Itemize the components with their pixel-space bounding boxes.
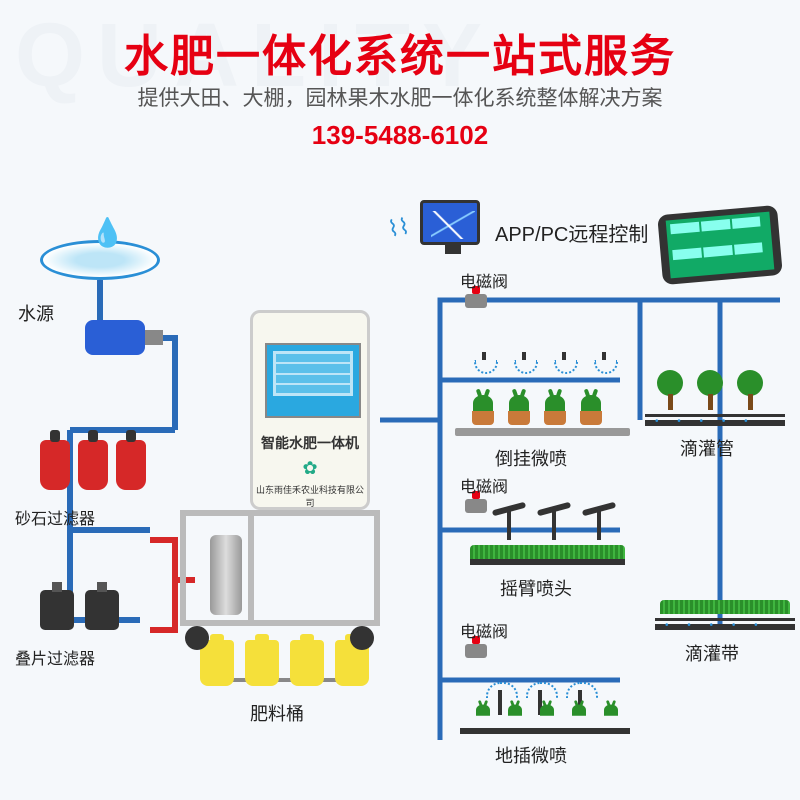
fertilizer-bucket-icon xyxy=(200,640,234,686)
remote-control-label: APP/PC远程控制 xyxy=(495,218,648,247)
valve-label-2: 电磁阀 xyxy=(460,473,508,497)
solenoid-valve-icon xyxy=(465,290,487,312)
plant-shelf xyxy=(455,428,630,436)
hang-spray-icon xyxy=(556,352,572,372)
caster-wheel-icon xyxy=(185,626,209,650)
potted-plants-row xyxy=(470,395,604,425)
sand-filter-icon xyxy=(40,440,70,490)
vertical-pump-icon xyxy=(210,535,242,615)
solenoid-valve-icon xyxy=(465,495,487,517)
main-title: 水肥一体化系统一站式服务 xyxy=(0,20,800,84)
tree-row xyxy=(655,370,765,410)
mobile-phone-icon xyxy=(657,205,783,285)
fertilizer-bucket-icon xyxy=(245,640,279,686)
wifi-icon: ⌇⌇ xyxy=(386,213,412,242)
pump-motor-icon xyxy=(85,320,145,355)
swing-sprinkler-icon xyxy=(590,510,608,540)
hang-spray-icon xyxy=(516,352,532,372)
grass-strip xyxy=(470,545,625,559)
valve-label-1: 电磁阀 xyxy=(460,268,508,292)
sand-filter-icon xyxy=(78,440,108,490)
fertigation-machine: 智能水肥一体机 ✿ 山东雨佳禾农业科技有限公司 xyxy=(180,310,380,640)
sand-filter-label: 砂石过滤器 xyxy=(15,505,95,529)
small-plants-row xyxy=(470,700,624,730)
solenoid-valve-icon xyxy=(465,640,487,662)
pc-monitor-icon xyxy=(420,200,480,245)
fert-bucket-label: 肥料桶 xyxy=(250,700,304,726)
fertilizer-bucket-icon xyxy=(290,640,324,686)
grass-strip xyxy=(660,600,790,614)
drip-pipe-line xyxy=(645,414,785,417)
drip-tape-line xyxy=(655,618,795,621)
machine-logo-icon: ✿ xyxy=(253,458,367,479)
drip-pipe-label: 滴灌管 xyxy=(680,435,734,461)
hang-spray-icon xyxy=(476,352,492,372)
swing-sprinkler-icon xyxy=(545,510,563,540)
water-drop-icon: 💧 xyxy=(90,216,125,249)
subtitle: 提供大田、大棚，园林果木水肥一体化系统整体解决方案 xyxy=(0,82,800,112)
sand-filter-icon xyxy=(116,440,146,490)
hang-spray-label: 倒挂微喷 xyxy=(495,445,567,471)
swing-spray-label: 摇臂喷头 xyxy=(500,575,572,601)
ground-spray-label: 地插微喷 xyxy=(495,742,567,768)
machine-company-label: 山东雨佳禾农业科技有限公司 xyxy=(253,483,367,509)
phone-number: 139-5488-6102 xyxy=(0,120,800,151)
disc-filter-label: 叠片过滤器 xyxy=(15,645,95,669)
drip-tape-label: 滴灌带 xyxy=(685,640,739,666)
machine-model-label: 智能水肥一体机 xyxy=(253,433,367,453)
water-source-label: 水源 xyxy=(18,300,54,326)
valve-label-3: 电磁阀 xyxy=(460,618,508,642)
swing-sprinkler-icon xyxy=(500,510,518,540)
hang-spray-icon xyxy=(596,352,612,372)
disc-filter-icon xyxy=(40,590,74,630)
caster-wheel-icon xyxy=(350,626,374,650)
disc-filter-icon xyxy=(85,590,119,630)
